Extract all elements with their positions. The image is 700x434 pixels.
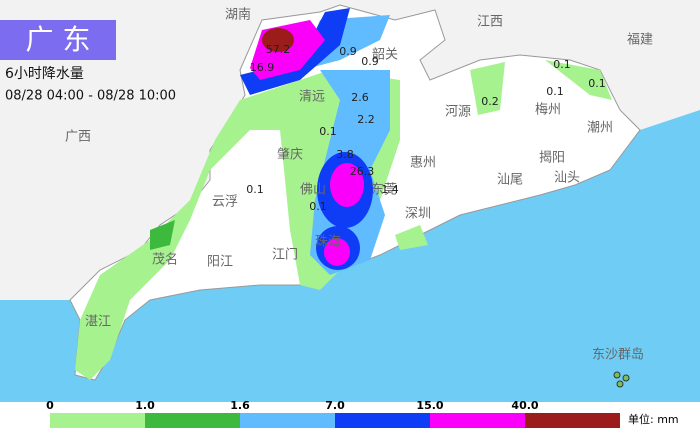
place-label: 云浮	[212, 195, 238, 210]
legend-label: 40.0	[511, 399, 538, 412]
station-value: 26.3	[350, 165, 375, 178]
place-label: 江门	[272, 248, 298, 263]
place-label: 清远	[299, 90, 325, 105]
sea	[0, 110, 700, 402]
place-label: 汕头	[554, 171, 580, 186]
place-label: 肇庆	[277, 148, 303, 163]
legend-swatch	[430, 413, 525, 428]
place-label: 深圳	[405, 207, 431, 222]
place-label: 汕尾	[497, 173, 523, 188]
island	[613, 371, 621, 379]
rain-extreme	[262, 28, 294, 52]
place-label: 福建	[627, 33, 653, 48]
place-label: 珠海	[315, 235, 341, 250]
station-value: 0.9	[339, 45, 357, 58]
title-box	[0, 20, 116, 60]
legend-unit: 单位: mm	[628, 412, 679, 426]
legend-swatch	[335, 413, 430, 428]
rain-light	[75, 70, 400, 380]
rain-torrential	[330, 163, 364, 207]
place-label: 广西	[65, 130, 91, 145]
station-value: 0.1	[246, 183, 264, 196]
place-label: 湛江	[85, 315, 111, 330]
station-value: 16.9	[250, 61, 275, 74]
station-value: 0.1	[309, 200, 327, 213]
place-label: 阳江	[207, 255, 233, 270]
legend-label: 0	[46, 399, 54, 412]
rain-areas	[75, 8, 612, 380]
legend-label: 1.6	[230, 399, 250, 412]
station-value: 2.2	[357, 113, 375, 126]
legend-swatch	[145, 413, 240, 428]
rain-light	[395, 225, 428, 250]
station-value: 0.1	[553, 58, 571, 71]
period: 08/28 04:00 - 08/28 10:00	[5, 89, 176, 104]
rain-torrential	[324, 238, 350, 266]
station-value: 0.2	[481, 95, 499, 108]
island	[616, 380, 624, 388]
rain-light	[545, 60, 612, 100]
station-value: 0.1	[546, 85, 564, 98]
place-label: 韶关	[372, 47, 398, 63]
station-value: 57.2	[266, 43, 291, 56]
place-label: 江西	[477, 15, 503, 30]
legend-label: 15.0	[416, 399, 443, 412]
rain-light	[470, 62, 505, 115]
station-value: 1.4	[381, 183, 399, 196]
station-value: 0.1	[588, 77, 606, 90]
place-label: 茂名	[152, 252, 178, 268]
station-value: 3.8	[336, 148, 354, 161]
subtitle: 6小时降水量	[5, 66, 84, 82]
island	[622, 374, 630, 382]
station-value: 0.9	[361, 55, 379, 68]
place-label: 潮州	[587, 121, 613, 136]
legend-label: 1.0	[135, 399, 155, 412]
place-label: 东莞	[371, 183, 397, 198]
place-label: 湖南	[225, 7, 251, 23]
legend-swatch	[50, 413, 145, 428]
place-label: 揭阳	[539, 151, 565, 166]
rain-moderate	[150, 220, 175, 250]
station-value: 2.6	[351, 91, 369, 104]
title: 广 东	[26, 23, 91, 56]
place-label: 河源	[445, 105, 471, 120]
legend-swatch	[240, 413, 335, 428]
place-label: 梅州	[535, 103, 561, 118]
place-label: 东沙群岛	[592, 347, 644, 363]
station-value: 0.1	[319, 125, 337, 138]
place-label: 佛山	[300, 183, 326, 198]
place-label: 惠州	[410, 156, 436, 171]
legend-swatch	[525, 413, 620, 428]
legend-label: 7.0	[325, 399, 345, 412]
